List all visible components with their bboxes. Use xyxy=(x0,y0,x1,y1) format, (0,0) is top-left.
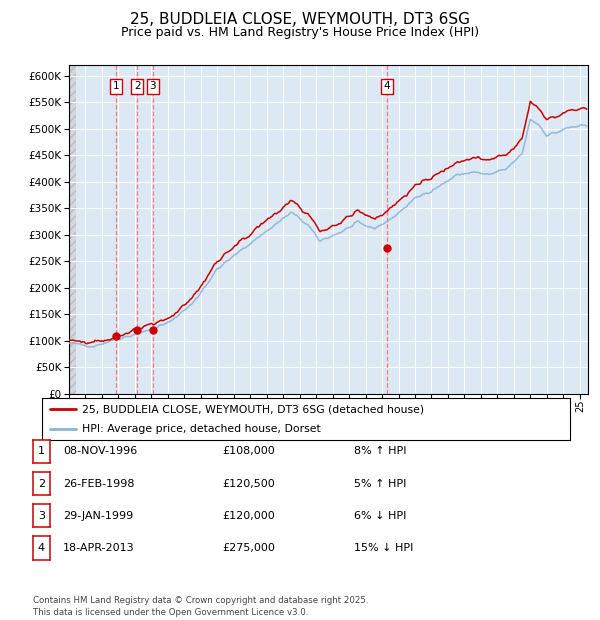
Text: 4: 4 xyxy=(38,543,45,553)
Text: £120,000: £120,000 xyxy=(222,511,275,521)
Text: 6% ↓ HPI: 6% ↓ HPI xyxy=(354,511,406,521)
Text: 29-JAN-1999: 29-JAN-1999 xyxy=(63,511,133,521)
Text: 26-FEB-1998: 26-FEB-1998 xyxy=(63,479,134,489)
Text: £108,000: £108,000 xyxy=(222,446,275,456)
Text: 3: 3 xyxy=(38,511,45,521)
Text: 18-APR-2013: 18-APR-2013 xyxy=(63,543,134,553)
Text: 25, BUDDLEIA CLOSE, WEYMOUTH, DT3 6SG (detached house): 25, BUDDLEIA CLOSE, WEYMOUTH, DT3 6SG (d… xyxy=(82,404,424,414)
Text: 2: 2 xyxy=(134,81,140,91)
Text: £275,000: £275,000 xyxy=(222,543,275,553)
Text: 2: 2 xyxy=(38,479,45,489)
Text: 1: 1 xyxy=(113,81,119,91)
Text: 8% ↑ HPI: 8% ↑ HPI xyxy=(354,446,407,456)
Text: £120,500: £120,500 xyxy=(222,479,275,489)
Text: 1: 1 xyxy=(38,446,45,456)
Text: Price paid vs. HM Land Registry's House Price Index (HPI): Price paid vs. HM Land Registry's House … xyxy=(121,26,479,39)
Text: 4: 4 xyxy=(383,81,391,91)
Text: 5% ↑ HPI: 5% ↑ HPI xyxy=(354,479,406,489)
Text: 15% ↓ HPI: 15% ↓ HPI xyxy=(354,543,413,553)
Text: 08-NOV-1996: 08-NOV-1996 xyxy=(63,446,137,456)
Text: HPI: Average price, detached house, Dorset: HPI: Average price, detached house, Dors… xyxy=(82,424,320,434)
Bar xyxy=(69,65,76,394)
Text: 25, BUDDLEIA CLOSE, WEYMOUTH, DT3 6SG: 25, BUDDLEIA CLOSE, WEYMOUTH, DT3 6SG xyxy=(130,12,470,27)
Text: 3: 3 xyxy=(149,81,156,91)
Text: Contains HM Land Registry data © Crown copyright and database right 2025.
This d: Contains HM Land Registry data © Crown c… xyxy=(33,596,368,617)
